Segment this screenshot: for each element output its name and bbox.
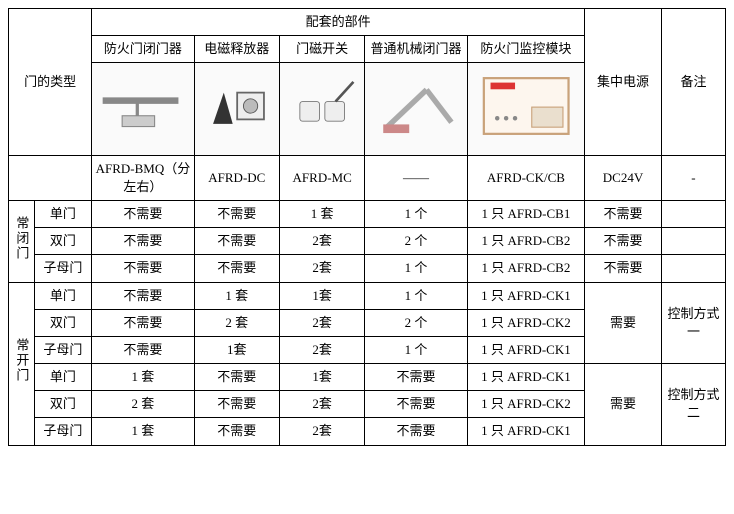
g0r2-door: 子母门 (34, 255, 92, 282)
g1r2-c4: 1 只 AFRD-CK1 (467, 336, 584, 363)
g1r1-c4: 1 只 AFRD-CK2 (467, 309, 584, 336)
g0r1-remark (661, 228, 725, 255)
g1-power-0: 需要 (585, 282, 662, 364)
door-type-label: 门的类型 (24, 74, 76, 89)
g1r2-c0: 不需要 (92, 336, 194, 363)
g1r0-c0: 不需要 (92, 282, 194, 309)
components-header: 配套的部件 (92, 9, 585, 36)
model-row-label (9, 155, 92, 200)
group1-label: 常开门 (9, 282, 35, 445)
g1r5-c1: 不需要 (194, 418, 279, 445)
g1r3-c2: 1套 (279, 364, 364, 391)
g0r1-power: 不需要 (585, 228, 662, 255)
col-model-2: AFRD-MC (279, 155, 364, 200)
product-image-3 (365, 63, 467, 155)
col-name-2: 门磁开关 (279, 36, 364, 63)
g1r1-door: 双门 (34, 309, 92, 336)
g1r3-c1: 不需要 (194, 364, 279, 391)
g1r2-c3: 1 个 (365, 336, 467, 363)
g0r1-door: 双门 (34, 228, 92, 255)
g1r4-c2: 2套 (279, 391, 364, 418)
g0r0-c0: 不需要 (92, 200, 194, 227)
g0r2-c1: 不需要 (194, 255, 279, 282)
g1r3-c4: 1 只 AFRD-CK1 (467, 364, 584, 391)
g1r3-door: 单门 (34, 364, 92, 391)
g1-power-1: 需要 (585, 364, 662, 446)
g1r0-door: 单门 (34, 282, 92, 309)
mech-closer-icon (367, 67, 464, 145)
g0r2-c4: 1 只 AFRD-CB2 (467, 255, 584, 282)
col-model-0: AFRD-BMQ（分左右） (92, 155, 194, 200)
g1r5-c4: 1 只 AFRD-CK1 (467, 418, 584, 445)
g1r4-c1: 不需要 (194, 391, 279, 418)
g0r0-door: 单门 (34, 200, 92, 227)
g0r0-remark (661, 200, 725, 227)
g1r1-c0: 不需要 (92, 309, 194, 336)
g0r0-c1: 不需要 (194, 200, 279, 227)
g1r3-c0: 1 套 (92, 364, 194, 391)
g0r0-c2: 1 套 (279, 200, 364, 227)
g0r1-c3: 2 个 (365, 228, 467, 255)
door-closer-icon (94, 67, 191, 145)
g1r1-c2: 2套 (279, 309, 364, 336)
g0r1-c2: 2套 (279, 228, 364, 255)
g1r5-c2: 2套 (279, 418, 364, 445)
product-image-0 (92, 63, 194, 155)
g1r1-c3: 2 个 (365, 309, 467, 336)
power-header: 集中电源 (585, 9, 662, 156)
g1r4-door: 双门 (34, 391, 92, 418)
g0r2-remark (661, 255, 725, 282)
g1r0-c2: 1套 (279, 282, 364, 309)
power-model: DC24V (585, 155, 662, 200)
g1r5-c3: 不需要 (365, 418, 467, 445)
col-model-1: AFRD-DC (194, 155, 279, 200)
product-image-4 (467, 63, 584, 155)
g0r2-c3: 1 个 (365, 255, 467, 282)
g1r5-c0: 1 套 (92, 418, 194, 445)
g1r1-c1: 2 套 (194, 309, 279, 336)
g1r3-c3: 不需要 (365, 364, 467, 391)
em-release-icon (197, 67, 277, 145)
g1r2-c1: 1套 (194, 336, 279, 363)
monitor-module-icon (470, 67, 582, 145)
g1-remark-1: 控制方式二 (661, 364, 725, 446)
remark-model: - (661, 155, 725, 200)
g1r0-c4: 1 只 AFRD-CK1 (467, 282, 584, 309)
g0r0-power: 不需要 (585, 200, 662, 227)
group0-label: 常闭门 (9, 200, 35, 282)
door-magnet-icon (282, 67, 362, 145)
g0r1-c0: 不需要 (92, 228, 194, 255)
door-type-header: 门的类型 (9, 9, 92, 156)
g0r2-power: 不需要 (585, 255, 662, 282)
g1r4-c0: 2 套 (92, 391, 194, 418)
col-name-1: 电磁释放器 (194, 36, 279, 63)
g1r4-c4: 1 只 AFRD-CK2 (467, 391, 584, 418)
col-name-4: 防火门监控模块 (467, 36, 584, 63)
g0r0-c4: 1 只 AFRD-CB1 (467, 200, 584, 227)
g1-remark-0: 控制方式一 (661, 282, 725, 364)
g1r4-c3: 不需要 (365, 391, 467, 418)
col-name-0: 防火门闭门器 (92, 36, 194, 63)
product-image-2 (279, 63, 364, 155)
col-name-3: 普通机械闭门器 (365, 36, 467, 63)
spec-table: 门的类型 配套的部件 集中电源 备注 防火门闭门器 电磁释放器 门磁开关 普通机… (8, 8, 726, 446)
g0r1-c4: 1 只 AFRD-CB2 (467, 228, 584, 255)
g0r2-c2: 2套 (279, 255, 364, 282)
col-model-4: AFRD-CK/CB (467, 155, 584, 200)
product-image-1 (194, 63, 279, 155)
g1r2-c2: 2套 (279, 336, 364, 363)
g0r0-c3: 1 个 (365, 200, 467, 227)
remark-header: 备注 (661, 9, 725, 156)
g1r0-c3: 1 个 (365, 282, 467, 309)
g1r0-c1: 1 套 (194, 282, 279, 309)
g1r2-door: 子母门 (34, 336, 92, 363)
g0r1-c1: 不需要 (194, 228, 279, 255)
g0r2-c0: 不需要 (92, 255, 194, 282)
col-model-3: —— (365, 155, 467, 200)
g1r5-door: 子母门 (34, 418, 92, 445)
